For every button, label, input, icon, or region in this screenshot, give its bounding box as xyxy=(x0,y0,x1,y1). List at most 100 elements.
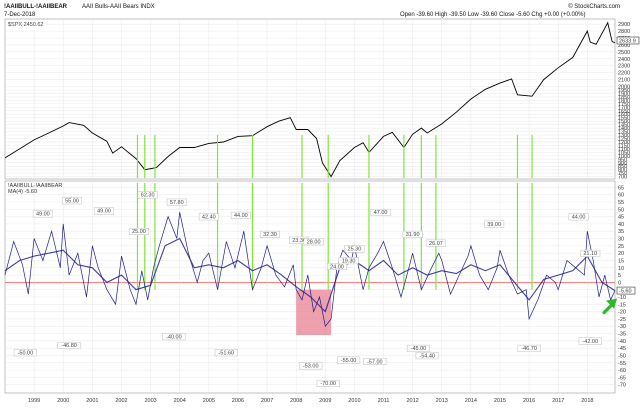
last-value-label: -5.60 xyxy=(619,289,632,295)
annotation-label: -53.00 xyxy=(303,364,319,370)
header-description: AAII Bulls-AAII Bears INDX xyxy=(82,4,155,10)
upper-y-tick: 2900 xyxy=(618,22,630,28)
upper-y-tick: 800 xyxy=(618,168,627,174)
lower-y-tick: -40 xyxy=(618,339,626,345)
upper-legend: $SPX 2450.62 xyxy=(8,22,43,28)
annotation-label: 49.00 xyxy=(36,212,50,218)
annotation-label: -40.00 xyxy=(166,334,182,340)
annotation-label: 44.00 xyxy=(234,213,248,219)
lower-y-tick: -30 xyxy=(618,324,626,330)
x-tick-label: 2006 xyxy=(232,398,244,404)
upper-y-tick: 900 xyxy=(618,161,627,167)
annotation-label: -54.40 xyxy=(419,353,435,359)
upper-y-tick: 1650 xyxy=(618,109,630,115)
spx-line xyxy=(4,21,616,178)
lower-y-tick: -35 xyxy=(618,332,626,338)
annotation-box xyxy=(406,344,431,352)
upper-y-tick: 1200 xyxy=(618,140,630,146)
x-tick-label: 2008 xyxy=(290,398,302,404)
lower-y-tick: -60 xyxy=(618,368,626,374)
lower-y-tick: 50 xyxy=(618,207,624,213)
annotation-label: -55.00 xyxy=(341,358,357,364)
upper-y-tick: 1500 xyxy=(618,119,630,125)
annotation-box xyxy=(13,349,37,357)
annotation-label: -46.70 xyxy=(521,346,537,352)
x-tick-label: 2013 xyxy=(436,398,448,404)
lower-y-tick: -20 xyxy=(618,310,626,316)
x-tick-label: 2018 xyxy=(581,398,593,404)
annotation-box xyxy=(578,337,602,345)
x-tick-label: 2009 xyxy=(319,398,331,404)
annotation-box xyxy=(316,379,340,387)
lower-y-tick: 5 xyxy=(618,273,621,279)
annotation-label: 39.00 xyxy=(487,222,501,228)
annotation-label: 32.30 xyxy=(263,232,277,238)
lower-y-tick: 60 xyxy=(618,193,624,199)
annotation-label: 26.07 xyxy=(429,241,443,247)
spx-last-value: 2633.9 xyxy=(619,39,636,45)
upper-series xyxy=(4,21,616,178)
annotation-label: 42.40 xyxy=(202,215,216,221)
annotation-label: 25.30 xyxy=(348,247,362,253)
annotation-box xyxy=(337,356,361,364)
value-annotations: 55.00 49.00 49.00 62.30 57.80 25.00 42.40 44.00… xyxy=(13,191,602,387)
last-value-box xyxy=(616,286,636,295)
lower-y-tick: -65 xyxy=(618,375,626,381)
annotation-box xyxy=(259,230,280,238)
x-tick-label: 2004 xyxy=(174,398,186,404)
annotation-box xyxy=(57,341,81,349)
x-tick-label: 2005 xyxy=(203,398,215,404)
upper-panel: $SPX 2450.62 700750800850900950100010501… xyxy=(4,18,640,181)
lower-y-tick: 10 xyxy=(618,266,624,272)
upper-y-tick: 2400 xyxy=(618,57,630,63)
upper-grid xyxy=(5,20,615,178)
upper-y-tick: 1350 xyxy=(618,130,630,136)
x-tick-label: 2010 xyxy=(348,398,360,404)
annotation-box xyxy=(326,263,347,271)
annotation-label: 28.00 xyxy=(307,239,321,245)
annotation-box xyxy=(32,210,53,218)
upper-y-tick: 1300 xyxy=(618,133,630,139)
upper-y-tick: 1100 xyxy=(618,147,630,153)
lower-legend-ma: MA(4) -5.60 xyxy=(8,189,37,195)
upper-y-tick: 1000 xyxy=(618,154,630,160)
upper-y-tick: 1750 xyxy=(618,102,630,108)
upper-y-tick: 2300 xyxy=(618,64,630,70)
annotation-label: -42.00 xyxy=(582,339,598,345)
upper-axis: 7007508008509009501000105011001150120012… xyxy=(618,22,630,180)
upper-y-tick: 1800 xyxy=(618,98,630,104)
lower-y-tick: -25 xyxy=(618,317,626,323)
upper-y-tick: 1700 xyxy=(618,105,630,111)
lower-y-tick: 35 xyxy=(618,229,624,235)
annotation-label: -46.80 xyxy=(61,343,77,349)
x-tick-label: 2017 xyxy=(552,398,564,404)
lower-y-tick: -45 xyxy=(618,346,626,352)
annotation-box xyxy=(580,249,601,257)
annotation-box xyxy=(344,245,365,253)
annotation-label: 25.00 xyxy=(132,229,146,235)
upper-y-tick: 1550 xyxy=(618,116,630,122)
annotation-box xyxy=(166,198,187,206)
lower-grid xyxy=(5,183,615,392)
lower-y-tick: 65 xyxy=(618,185,624,191)
annotation-label: -50.00 xyxy=(18,351,34,357)
last-value-marker: -5.60 xyxy=(616,286,636,295)
lower-panel-frame xyxy=(4,180,616,394)
lower-axis: 65605550454035302520151050-5-10-15-20-25… xyxy=(618,185,626,388)
x-tick-label: 2007 xyxy=(261,398,273,404)
annotation-box xyxy=(517,344,541,352)
spx-last-value-box xyxy=(616,36,640,45)
annotation-box xyxy=(299,362,323,370)
x-tick-label: 2000 xyxy=(57,398,69,404)
lower-panel: !AAIIBULL-!AAIIBEAR MA(4) -5.60 65605550… xyxy=(4,180,636,394)
annotation-box xyxy=(303,238,324,246)
annotation-box xyxy=(415,352,439,360)
annotation-label: 21.10 xyxy=(583,251,597,257)
annotation-box xyxy=(162,333,186,341)
annotation-label: 31.90 xyxy=(406,232,420,238)
x-tick-label: 2015 xyxy=(494,398,506,404)
header-quote: Open -39.60 High -39.50 Low -39.60 Close… xyxy=(400,12,585,18)
x-tick-label: 2001 xyxy=(86,398,98,404)
upper-y-tick: 1050 xyxy=(618,150,630,156)
lower-y-tick: 15 xyxy=(618,258,624,264)
